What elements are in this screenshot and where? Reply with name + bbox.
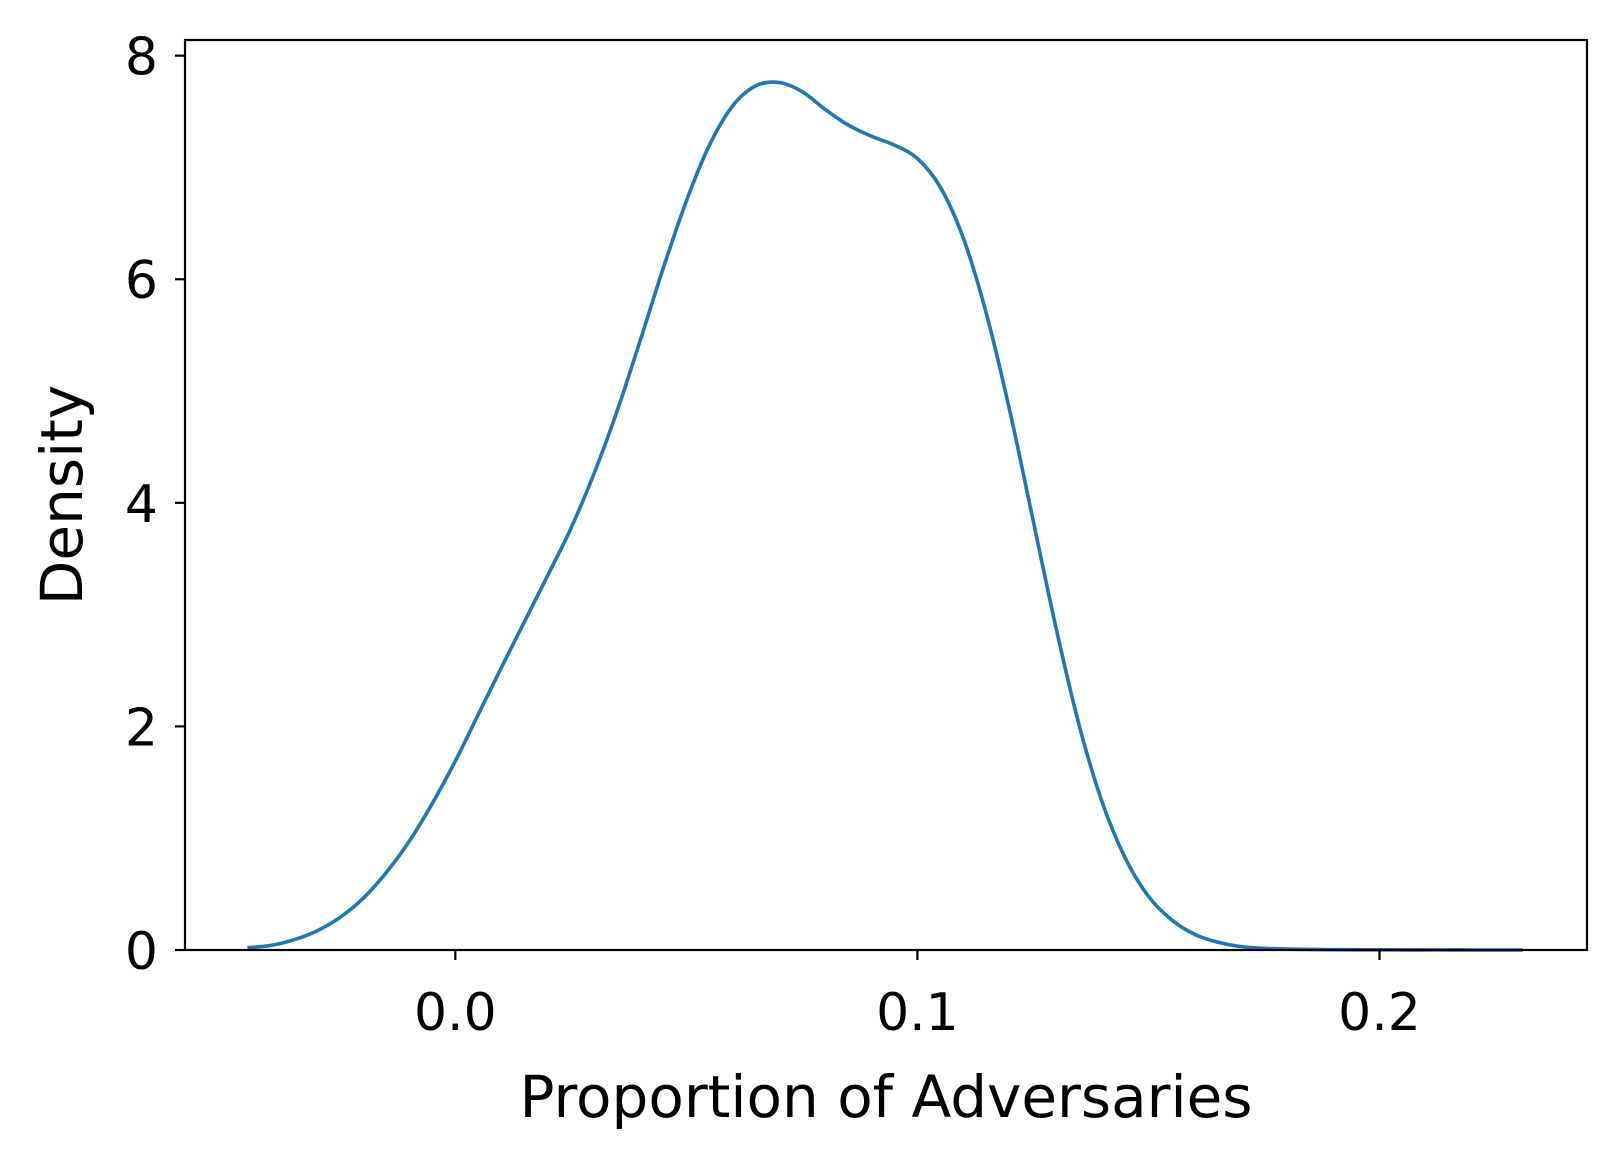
x-axis-label: Proportion of Adversaries xyxy=(520,1063,1253,1131)
plot-area xyxy=(247,80,1523,952)
kde-density-line-0 xyxy=(247,80,1523,952)
y-tick-label: 2 xyxy=(125,698,158,758)
axis-ticks: 0.0 0.1 0.2 0 2 4 6 8 xyxy=(125,28,1421,1043)
y-tick-label: 0 xyxy=(125,922,158,982)
y-tick-label: 4 xyxy=(125,475,158,535)
y-tick-label: 8 xyxy=(125,28,158,88)
axes-frame xyxy=(183,38,1589,952)
y-tick-label: 6 xyxy=(125,251,158,311)
x-tick-label: 0.2 xyxy=(1338,983,1421,1043)
x-tick-label: 0.1 xyxy=(876,983,959,1043)
x-tick-label: 0.0 xyxy=(414,983,497,1043)
y-axis-label: Density xyxy=(28,385,96,606)
